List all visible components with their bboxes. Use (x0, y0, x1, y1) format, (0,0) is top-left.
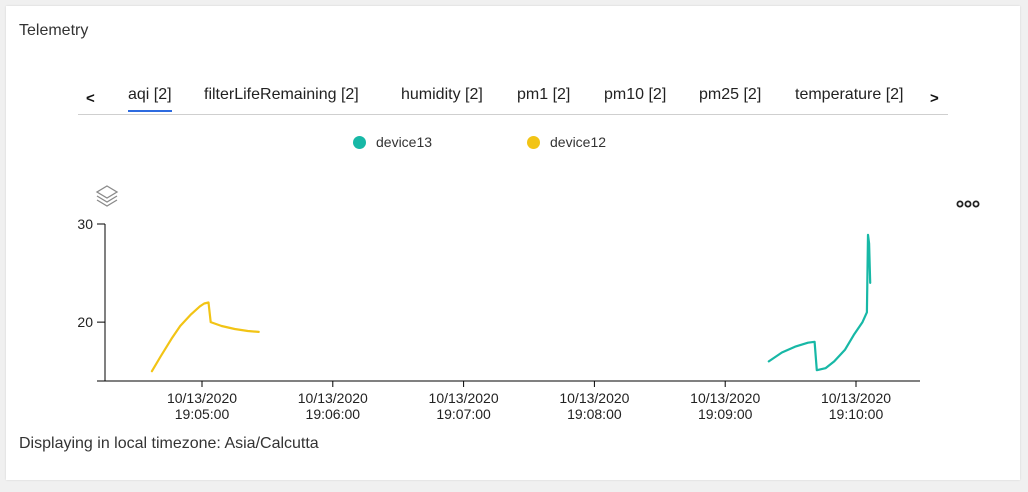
legend-label-device13: device13 (376, 134, 433, 150)
telemetry-card (6, 6, 1020, 480)
x-tick-label: 10/13/2020 19:07:00 (429, 390, 499, 422)
y-tick-label: 30 (77, 216, 93, 232)
timezone-note: Displaying in local timezone: Asia/Calcu… (19, 435, 319, 452)
y-tick-label: 20 (77, 314, 93, 330)
layers-icon[interactable] (95, 184, 119, 215)
tab-humidity[interactable]: humidity [2] (401, 86, 483, 103)
legend-dot-device12 (527, 135, 540, 149)
tab-aqi[interactable]: aqi [2] (128, 86, 172, 112)
series-line-device13 (767, 233, 872, 372)
legend-item-device12[interactable]: device12 (527, 134, 606, 150)
tab-temperature[interactable]: temperature [2] (795, 86, 904, 103)
x-tick-label: 10/13/2020 19:05:00 (167, 390, 237, 422)
tab-pm1[interactable]: pm1 [2] (517, 86, 571, 103)
x-tick-label: 10/13/2020 19:06:00 (298, 390, 368, 422)
tab-pm10[interactable]: pm10 [2] (604, 86, 667, 103)
more-options-icon[interactable] (956, 196, 980, 214)
metric-tabs: < aqi [2] filterLifeRemaining [2] humidi… (78, 82, 948, 115)
legend-item-device13[interactable]: device13 (353, 134, 432, 150)
x-tick-label: 10/13/2020 19:10:00 (821, 390, 891, 422)
legend-dot-device13 (353, 135, 366, 149)
card-title: Telemetry (19, 22, 89, 39)
legend-label-device12: device12 (550, 134, 607, 150)
x-tick-label: 10/13/2020 19:08:00 (559, 390, 629, 422)
tab-pm25[interactable]: pm25 [2] (699, 86, 762, 103)
tab-filterliferemaining[interactable]: filterLifeRemaining [2] (204, 86, 359, 103)
x-tick-label: 10/13/2020 19:09:00 (690, 390, 760, 422)
series-line-device12 (150, 301, 260, 373)
tabs-next-button[interactable]: > (930, 90, 939, 107)
tabs-prev-button[interactable]: < (86, 90, 95, 107)
